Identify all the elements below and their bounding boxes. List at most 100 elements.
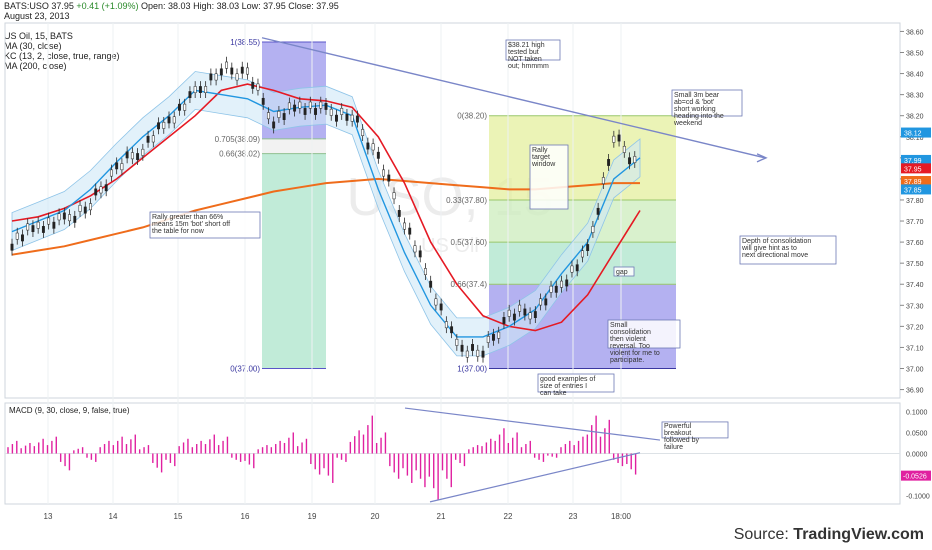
note-bear-abcd-text: heading into the xyxy=(674,113,724,120)
note-depth-consolidation-box xyxy=(739,235,837,265)
candle-body xyxy=(455,338,459,346)
open-value: 38.03 xyxy=(168,1,191,11)
note-rally-66-text: means 15m 'bot' short off xyxy=(152,221,230,228)
candle-body xyxy=(303,108,307,115)
candle-body xyxy=(560,280,563,288)
note-macd-text: failure xyxy=(664,444,683,451)
candle-body xyxy=(628,157,631,165)
candle-body xyxy=(512,313,516,321)
fib-left-label: 0.66(38.02) xyxy=(219,150,260,159)
candle-body xyxy=(544,298,548,306)
keltner-band xyxy=(11,71,641,357)
candle-body xyxy=(256,83,260,91)
macd-y-tick-label: -0.1000 xyxy=(906,494,930,501)
note-rally-target-text: window xyxy=(531,161,556,168)
high-label: High: xyxy=(193,1,215,11)
macd-trend-upper xyxy=(404,407,661,441)
candle-body xyxy=(41,226,45,233)
candle-body xyxy=(622,145,626,153)
x-tick-label: 13 xyxy=(44,512,53,521)
candle-body xyxy=(565,279,569,287)
candle-body xyxy=(601,177,605,184)
candle-body xyxy=(214,73,218,81)
note-rally-target-text: Rally xyxy=(532,147,548,154)
candle-body xyxy=(15,232,19,240)
candle-body xyxy=(68,214,72,222)
low-value: 37.95 xyxy=(263,1,286,11)
note-gap-text: gap xyxy=(616,269,628,276)
candle-body xyxy=(298,101,302,109)
candle-body xyxy=(99,186,103,194)
candle-body xyxy=(429,280,433,288)
candle-body xyxy=(314,108,317,115)
note-rally-66-box xyxy=(149,211,261,239)
fib-right-label: 0.5(37.60) xyxy=(451,238,488,247)
candle-body xyxy=(293,104,297,112)
x-tick-label: 22 xyxy=(504,512,513,521)
candle-body xyxy=(387,174,391,182)
candle-body xyxy=(497,331,501,339)
candle-body xyxy=(198,86,202,93)
ticker-header: BATS:USO 37.95 +0.41 (+1.09%) Open: 38.0… xyxy=(4,1,339,11)
y-tick-label: 37.70 xyxy=(906,219,924,226)
candle-body xyxy=(580,250,584,258)
price-tag-bg xyxy=(901,184,931,195)
candle-body xyxy=(465,350,469,358)
note-macd-text: followed by xyxy=(664,437,700,444)
y-tick-label: 36.90 xyxy=(906,388,924,395)
source-credit: Source: TradingView.com xyxy=(734,526,924,544)
watermark-name: US Oil xyxy=(421,235,479,257)
candle-body xyxy=(225,61,229,69)
candle-body xyxy=(502,317,506,324)
high-value: 38.03 xyxy=(216,1,240,11)
candle-body xyxy=(73,215,77,223)
candle-body xyxy=(366,142,370,150)
close-label: Close: xyxy=(288,1,314,11)
candle-body xyxy=(183,103,187,111)
note-depth-consolidation-text: next directional move xyxy=(742,252,808,259)
note-small-consolidation-text: reversal. Too xyxy=(610,343,650,350)
candle-body xyxy=(272,121,276,129)
note-rally-target-text: target xyxy=(532,154,550,161)
candle-body xyxy=(371,143,375,151)
y-tick-label: 37.30 xyxy=(906,303,924,310)
legend-ma30: MA (30, close) xyxy=(4,41,62,51)
note-good-examples-text: size of entries I xyxy=(540,383,587,390)
x-tick-label: 15 xyxy=(174,512,183,521)
candle-body xyxy=(476,349,480,357)
y-tick-label: 38.40 xyxy=(906,72,924,79)
candle-body xyxy=(350,114,354,122)
price-tag: 37.85 xyxy=(904,187,922,194)
last-price: 37.95 xyxy=(51,1,74,11)
macd-last-tag: -0.0526 xyxy=(903,474,927,481)
candle-body xyxy=(361,129,365,136)
candle-body xyxy=(261,97,265,105)
candle-body xyxy=(434,298,438,306)
candle-body xyxy=(136,153,140,160)
price-tag: 37.95 xyxy=(904,166,922,173)
note-small-consolidation-text: violent for me to xyxy=(610,350,660,357)
candle-body xyxy=(109,169,113,177)
candle-body xyxy=(62,212,66,220)
macd-y-tick-label: 0.0500 xyxy=(906,430,928,437)
candle-body xyxy=(324,103,328,110)
candle-body xyxy=(308,101,312,109)
fib-right-label: 0.66(37.4) xyxy=(451,280,488,289)
candle-body xyxy=(355,115,359,123)
candle-body xyxy=(345,113,349,121)
candle-body xyxy=(518,304,522,312)
candle-body xyxy=(36,221,40,229)
note-rally-66-text: Rally greater than 66% xyxy=(152,214,223,221)
candle-body xyxy=(486,336,490,343)
candle-body xyxy=(26,223,30,231)
fib-left-zone-bottom xyxy=(262,153,326,369)
source-label: Source: xyxy=(733,526,789,543)
candle-body xyxy=(340,108,344,115)
candle-body xyxy=(450,326,454,334)
candle-body xyxy=(277,111,281,118)
candle-body xyxy=(382,169,386,177)
note-rally-66-text: the table for now xyxy=(152,228,205,235)
note-small-consolidation-text: then violent xyxy=(610,336,646,343)
note-bear-abcd-text: short working xyxy=(674,106,716,113)
